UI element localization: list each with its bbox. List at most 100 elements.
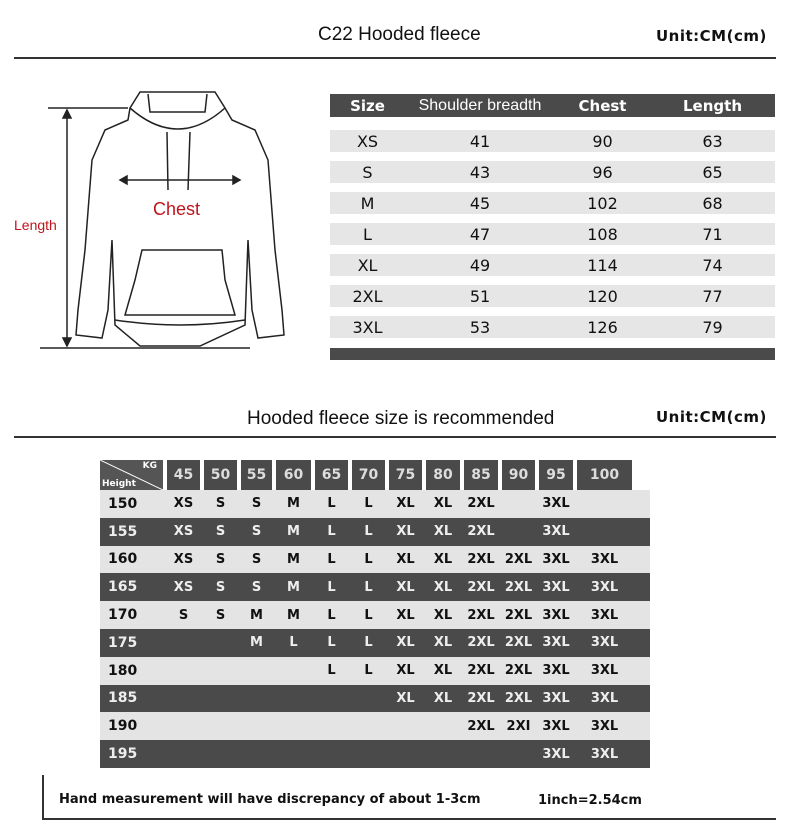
height-value: 165 (108, 579, 138, 596)
divider (14, 436, 776, 438)
recommended-size: L (364, 551, 373, 567)
recommendation-row: 160 XS S S M L L XL XL 2XL 2XL 3XL 3XL (100, 545, 650, 574)
recommended-size: L (327, 551, 336, 567)
size-row: S 43 96 65 (330, 161, 775, 183)
recommended-size: S (251, 579, 262, 595)
recommended-size: 3XL (542, 635, 570, 651)
recommended-size: 2XL (467, 718, 495, 734)
recommended-size: L (289, 635, 298, 651)
recommended-size: 2XL (467, 551, 495, 567)
recommended-size: XS (173, 579, 194, 595)
recommended-size: XL (433, 496, 453, 512)
size-row: M 45 102 68 (330, 192, 775, 214)
recommended-size: 3XL (590, 635, 619, 651)
cell-shoulder: 51 (469, 286, 491, 306)
recommended-size: S (251, 496, 262, 512)
size-row: 3XL 53 126 79 (330, 316, 775, 338)
recommended-size: M (287, 524, 300, 540)
recommended-size: S (251, 551, 262, 567)
recommendation-row: 170 S S M M L L XL XL 2XL 2XL 3XL 3XL (100, 601, 650, 629)
header-shoulder: Shoulder breadth (418, 96, 542, 114)
recommended-size: L (364, 524, 373, 540)
weight-header: 60 (276, 460, 311, 490)
measurement-note: Hand measurement will have discrepancy o… (59, 792, 481, 807)
recommended-size: XS (173, 496, 194, 512)
recommended-size: L (364, 579, 373, 595)
cell-length: 77 (702, 286, 723, 306)
header-length: Length (683, 96, 742, 115)
size-chart-title: C22 Hooded fleece (318, 24, 481, 45)
recommended-size: L (364, 607, 373, 623)
height-value: 185 (108, 690, 138, 707)
cell-length: 71 (702, 224, 723, 244)
recommended-size: S (215, 496, 226, 512)
weight-header: 95 (539, 460, 573, 490)
recommended-size: 3XL (542, 579, 570, 595)
recommendation-table: KG Height 45 50 55 60 65 70 75 80 85 90 95 100 150 X… (100, 460, 650, 768)
recommended-size: XL (396, 663, 415, 679)
recommended-size: 3XL (590, 746, 619, 762)
size-row: 2XL 51 120 77 (330, 285, 775, 307)
recommended-size: 2XL (504, 663, 533, 679)
recommended-size: 3XL (590, 579, 619, 595)
recommended-size: L (327, 635, 336, 651)
weight-header: 85 (464, 460, 498, 490)
recommended-size: M (287, 579, 300, 595)
recommended-size: 2XL (467, 579, 495, 595)
height-value: 195 (108, 746, 138, 763)
footer-bracket (42, 775, 44, 820)
height-value: 150 (108, 495, 138, 512)
corner-cell: KG Height (100, 460, 163, 490)
cell-shoulder: 43 (469, 162, 491, 182)
recommended-size: XL (433, 635, 453, 651)
recommendation-row: 180 L L XL XL 2XL 2XL 3XL 3XL (100, 656, 650, 685)
recommended-size: XL (396, 524, 415, 540)
recommendation-row: 190 2XL 2XI 3XL 3XL (100, 712, 650, 741)
size-chart-unit: Unit:CM(cm) (656, 27, 767, 45)
size-table-header: Size Shoulder breadth Chest Length (330, 94, 775, 117)
recommended-size: 2XL (467, 663, 495, 679)
cell-chest: 90 (592, 131, 613, 151)
recommended-size: S (215, 607, 226, 623)
recommendation-row: 150 XS S S M L L XL XL 2XL 3XL (100, 490, 650, 518)
recommended-size: L (364, 663, 373, 679)
height-value: 175 (108, 634, 138, 651)
cell-size: L (363, 224, 372, 244)
recommended-size: L (364, 496, 373, 512)
recommended-size: XL (396, 635, 415, 651)
height-value: 170 (108, 607, 138, 624)
recommended-size: L (327, 579, 336, 595)
recommended-size: S (215, 524, 226, 540)
recommendation-row: 175 M L L L XL XL 2XL 2XL 3XL 3XL (100, 628, 650, 657)
recommended-size: 2XL (467, 635, 495, 651)
recommended-size: L (327, 663, 336, 679)
inch-conversion: 1inch=2.54cm (538, 793, 642, 808)
recommended-size: 3XL (542, 690, 570, 706)
recommended-size: XS (173, 551, 194, 567)
recommended-size: L (327, 607, 336, 623)
recommended-size: 2XL (467, 496, 495, 512)
recommended-size: 2XL (467, 690, 495, 706)
cell-chest: 96 (592, 162, 613, 182)
recommended-size: 3XL (542, 746, 570, 762)
recommended-size: M (250, 607, 263, 623)
weight-header: 70 (352, 460, 385, 490)
weight-header: 45 (167, 460, 200, 490)
cell-chest: 126 (587, 317, 618, 337)
cell-length: 74 (702, 255, 723, 275)
recommended-size: 3XL (542, 663, 570, 679)
recommended-size: M (250, 635, 263, 651)
height-value: 155 (108, 523, 138, 540)
cell-shoulder: 41 (469, 131, 491, 151)
cell-length: 68 (702, 193, 723, 213)
recommended-size: 2XL (467, 607, 495, 623)
height-value: 160 (108, 551, 138, 568)
cell-size: 3XL (352, 317, 383, 337)
weight-header: 80 (426, 460, 460, 490)
recommended-size: 3XL (542, 524, 570, 540)
cell-size: S (362, 162, 373, 182)
height-value: 180 (108, 662, 138, 679)
cell-length: 65 (702, 162, 723, 182)
recommended-size: L (327, 496, 336, 512)
cell-chest: 102 (587, 193, 618, 213)
